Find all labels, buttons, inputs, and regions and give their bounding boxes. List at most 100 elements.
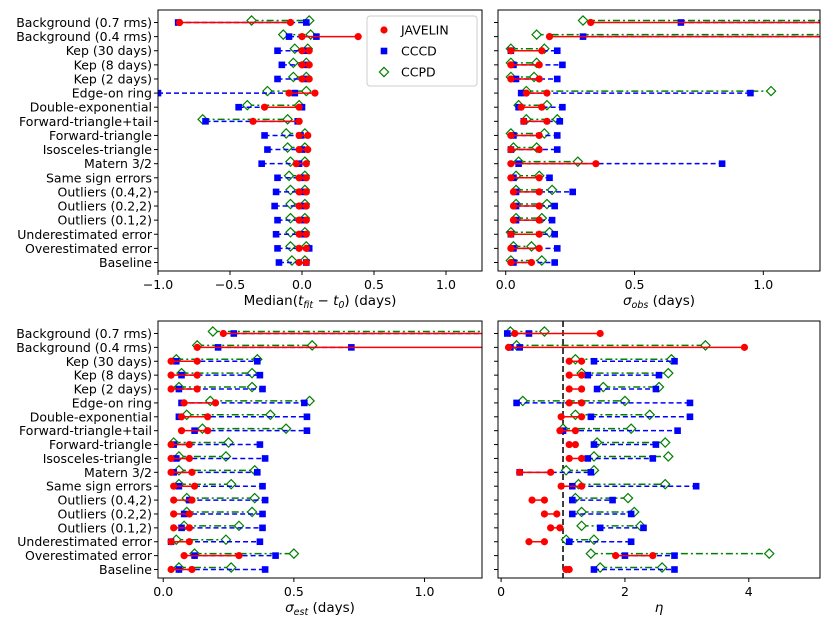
javelin-marker-high <box>547 468 555 476</box>
cccd-marker-low <box>274 174 281 182</box>
ccpd-marker-low <box>207 326 219 337</box>
ccpd-marker-high <box>246 506 258 518</box>
cccd-marker-low <box>590 441 598 448</box>
javelin-marker-low <box>295 174 303 182</box>
javelin-marker-high <box>188 468 196 476</box>
cccd-marker-low <box>274 47 281 55</box>
javelin-marker-high <box>302 230 310 238</box>
javelin-marker-high <box>649 552 657 560</box>
x-tick-label: −0.5 <box>215 277 245 292</box>
javelin-marker-high <box>556 524 564 532</box>
javelin-marker-high <box>543 89 551 97</box>
cccd-marker-high <box>553 146 561 153</box>
ccpd-marker-high <box>572 156 584 168</box>
javelin-marker-low <box>547 524 555 532</box>
y-tick-label: Kep (2 days) <box>74 382 152 397</box>
javelin-marker-low <box>545 33 554 41</box>
x-tick-label: 0.0 <box>496 277 516 292</box>
series-cccd <box>158 19 320 266</box>
ccpd-marker-low <box>173 464 185 476</box>
ccpd-marker-low <box>576 506 588 518</box>
series-cccd <box>503 330 700 573</box>
cccd-marker-low <box>264 146 271 153</box>
y-tick-label: Double-exponential <box>30 409 152 424</box>
ccpd-marker-high <box>526 240 537 252</box>
ccpd-marker-high <box>656 562 668 573</box>
panel-bottom-right: 0 2 4 <box>494 320 821 599</box>
javelin-marker-low <box>170 510 178 518</box>
panel-top-right: 0.0 0.5 1.0 <box>494 9 821 292</box>
javelin-marker-low <box>528 496 536 504</box>
javelin-marker-high <box>577 385 586 393</box>
cccd-marker-low <box>517 89 525 97</box>
ccpd-marker-low <box>241 99 253 111</box>
javelin-marker-low <box>525 538 533 546</box>
cccd-marker-low <box>274 75 281 83</box>
x-tick-label: 0.5 <box>364 277 384 292</box>
axes-frame <box>497 320 821 579</box>
cccd-marker-low <box>596 524 604 532</box>
javelin-marker-high <box>302 188 310 196</box>
javelin-marker-low <box>507 230 515 238</box>
ccpd-marker-low <box>282 142 294 154</box>
y-tick-label: Isosceles-triangle <box>43 142 153 157</box>
y-tick-label: Kep (8 days) <box>74 368 152 383</box>
javelin-marker-high <box>185 440 193 449</box>
javelin-marker-low <box>516 468 524 476</box>
cccd-marker-high <box>609 496 616 504</box>
javelin-marker-low <box>522 89 530 97</box>
javelin-marker-high <box>286 18 295 27</box>
ccpd-marker-high <box>305 29 317 41</box>
series-cccd <box>167 330 482 573</box>
ccpd-marker-low <box>285 184 296 196</box>
y-tick-label: Background (0.4 rms) <box>16 340 152 355</box>
javelin-marker-low <box>295 131 303 140</box>
ccpd-marker-low <box>286 255 298 266</box>
javelin-marker-high <box>535 131 543 140</box>
cccd-marker-high <box>627 510 635 518</box>
ccpd-marker-high <box>282 113 294 125</box>
panel-top-left: Background (0.7 rms)Background (0.4 rms)… <box>16 9 483 292</box>
ccpd-marker-high <box>300 85 312 97</box>
javelin-marker-high <box>577 454 586 463</box>
y-tick-label: Background (0.7 rms) <box>16 326 152 341</box>
ccpd-marker-high <box>304 395 315 407</box>
ccpd-marker-low <box>285 198 296 210</box>
y-tick-label: Forward-triangle <box>49 437 152 452</box>
y-tick-label: Outliers (0.2,2) <box>58 506 152 521</box>
ccpd-marker-high <box>659 437 671 449</box>
ccpd-marker-high <box>763 548 775 560</box>
ccpd-marker-low <box>287 57 299 69</box>
javelin-marker-low <box>298 47 306 55</box>
legend: JAVELIN CCCD CCPD <box>366 15 478 87</box>
cccd-marker-low <box>235 103 242 111</box>
javelin-marker-low <box>507 145 515 154</box>
x-axis-label: σest (days) <box>285 600 355 618</box>
x-tick-label: 0.0 <box>292 277 312 292</box>
ccpd-marker-low <box>285 212 296 224</box>
javelin-marker-high <box>190 482 199 490</box>
cccd-marker-high <box>256 441 264 448</box>
cccd-marker-high <box>559 61 566 69</box>
javelin-marker-low <box>295 188 303 196</box>
javelin-marker-low <box>507 75 515 83</box>
javelin-marker-low <box>295 145 303 154</box>
cccd-marker-high <box>259 385 266 393</box>
y-tick-label: Baseline <box>99 255 152 270</box>
javelin-marker-low <box>295 258 303 267</box>
x-tick-label: 1.0 <box>415 584 435 599</box>
cccd-marker-low <box>590 357 598 365</box>
javelin-marker-high <box>535 75 543 83</box>
x-tick-label: 1.0 <box>753 277 773 292</box>
series-javelin <box>176 18 362 267</box>
ccpd-marker-low <box>576 520 588 532</box>
javelin-marker-high <box>188 496 196 504</box>
ccpd-marker-high <box>659 478 671 490</box>
javelin-marker-high <box>571 427 580 435</box>
javelin-marker-low <box>511 329 519 338</box>
cccd-marker-high <box>587 469 595 476</box>
series-ccpd <box>504 326 775 573</box>
cccd-marker-low <box>590 566 598 573</box>
ccpd-marker-high <box>662 367 674 379</box>
